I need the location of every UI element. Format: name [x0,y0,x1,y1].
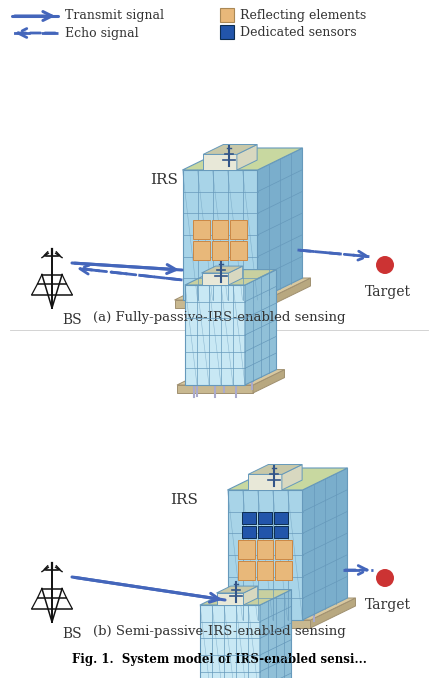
Polygon shape [201,273,229,285]
Polygon shape [274,526,288,538]
Polygon shape [212,241,228,260]
Text: Transmit signal: Transmit signal [65,9,164,22]
Polygon shape [274,512,288,524]
Text: Dedicated sensors: Dedicated sensors [240,26,357,39]
Polygon shape [193,241,210,260]
Polygon shape [258,148,303,300]
Polygon shape [245,270,276,385]
Polygon shape [183,170,258,300]
Polygon shape [219,620,311,628]
Polygon shape [203,144,257,155]
Polygon shape [193,220,210,239]
Polygon shape [177,370,285,385]
Polygon shape [265,278,311,308]
Polygon shape [200,605,260,678]
Text: IRS: IRS [170,493,198,507]
Polygon shape [244,586,258,605]
Text: (a) Fully-passive-IRS-enabled sensing: (a) Fully-passive-IRS-enabled sensing [93,311,345,325]
Polygon shape [216,586,258,593]
Polygon shape [227,490,303,620]
Polygon shape [248,475,282,490]
Polygon shape [253,370,285,393]
Polygon shape [257,540,273,559]
Text: Target: Target [365,285,411,299]
Text: Target: Target [365,598,411,612]
Polygon shape [260,590,292,678]
Circle shape [376,569,394,587]
Circle shape [376,256,394,274]
Bar [220,25,234,39]
Text: Fig. 1.  System model of IRS-enabled sensi...: Fig. 1. System model of IRS-enabled sens… [71,654,367,666]
Polygon shape [238,561,254,580]
Polygon shape [242,512,256,524]
Polygon shape [311,598,356,628]
Polygon shape [276,540,292,559]
Polygon shape [200,590,292,605]
Polygon shape [174,278,311,300]
Polygon shape [230,241,247,260]
Polygon shape [238,540,254,559]
Polygon shape [303,468,347,620]
Polygon shape [174,300,265,308]
Bar [220,8,234,22]
Polygon shape [258,512,272,524]
Polygon shape [257,561,273,580]
Text: IRS: IRS [150,173,178,187]
Polygon shape [212,220,228,239]
Polygon shape [185,285,245,385]
Polygon shape [248,464,302,475]
Polygon shape [185,270,276,285]
Text: BS: BS [62,627,81,641]
Polygon shape [242,526,256,538]
Polygon shape [219,598,356,620]
Polygon shape [183,148,303,170]
Polygon shape [177,385,253,393]
Polygon shape [230,220,247,239]
Text: BS: BS [62,313,81,327]
Polygon shape [201,266,243,273]
Text: Reflecting elements: Reflecting elements [240,9,366,22]
Text: (b) Semi-passive-IRS-enabled sensing: (b) Semi-passive-IRS-enabled sensing [92,626,346,639]
Polygon shape [203,155,237,170]
Polygon shape [276,561,292,580]
Polygon shape [282,464,302,490]
Polygon shape [258,526,272,538]
Polygon shape [237,144,257,170]
Polygon shape [216,593,244,605]
Polygon shape [227,468,347,490]
Polygon shape [229,266,243,285]
Text: Echo signal: Echo signal [65,26,138,39]
